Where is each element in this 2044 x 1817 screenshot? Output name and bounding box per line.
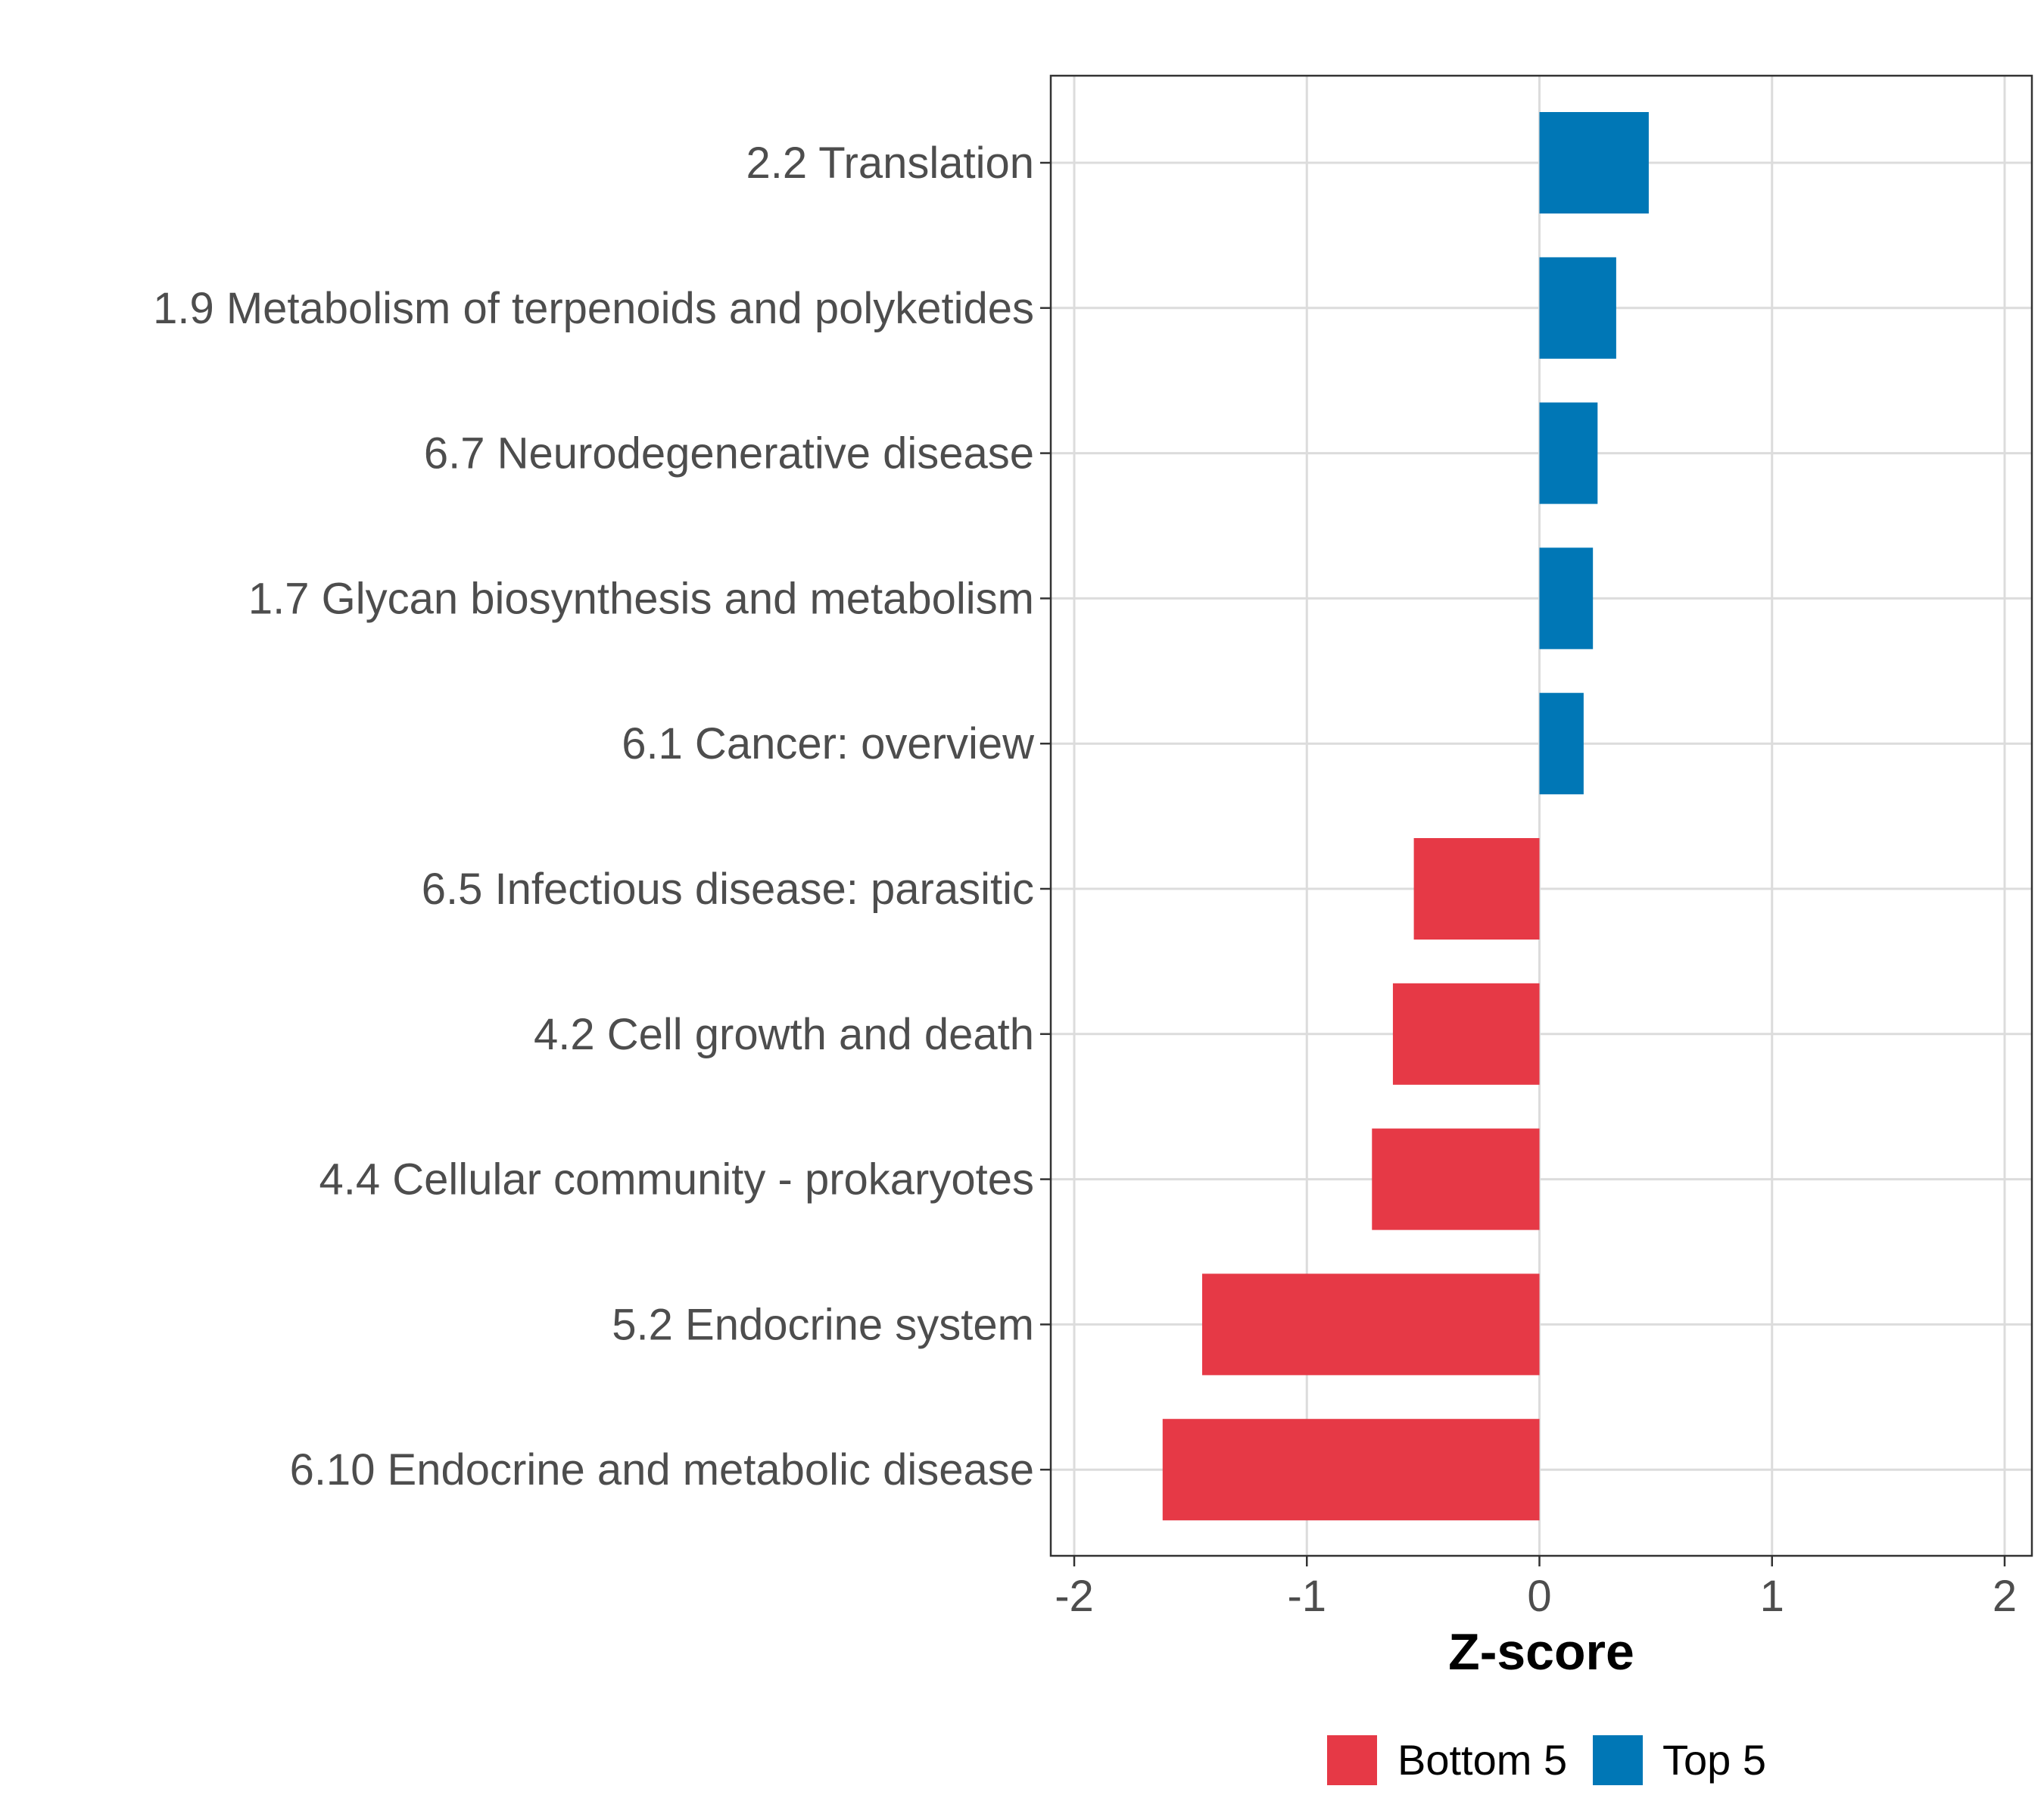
x-axis-title: Z-score (1448, 1623, 1634, 1681)
bar (1539, 257, 1616, 359)
bar (1392, 983, 1540, 1085)
bar (1162, 1419, 1540, 1521)
category-label: 2.2 Translation (746, 139, 1034, 188)
category-label: 6.10 Endocrine and metabolic disease (290, 1445, 1034, 1494)
y-axis: 2.2 Translation 1.9 Metabolism of terpeno… (153, 139, 1051, 1494)
bar (1539, 693, 1584, 795)
x-tick-label: -2 (1055, 1572, 1094, 1621)
category-label: 5.2 Endocrine system (612, 1300, 1034, 1349)
legend-key (1593, 1735, 1643, 1785)
category-label: 4.4 Cellular community - prokaryotes (319, 1155, 1034, 1205)
category-label: 1.9 Metabolism of terpenoids and polyket… (153, 284, 1034, 333)
bar (1201, 1273, 1540, 1376)
bars (1162, 112, 1649, 1521)
bar (1539, 112, 1649, 213)
bar (1539, 547, 1594, 650)
plot-border (1049, 74, 2033, 1557)
bar (1539, 402, 1598, 504)
bar (1372, 1128, 1540, 1230)
category-label: 6.1 Cancer: overview (622, 719, 1035, 768)
x-axis: -2 -1 0 1 2 (1055, 1556, 2017, 1621)
category-label: 4.2 Cell growth and death (534, 1010, 1034, 1059)
category-label: 6.5 Infectious disease: parasitic (422, 865, 1034, 914)
x-tick-label: 0 (1527, 1572, 1551, 1621)
category-label: 1.7 Glycan biosynthesis and metabolism (248, 574, 1034, 623)
category-label: 6.7 Neurodegenerative disease (424, 429, 1034, 478)
legend: Bottom 5 Top 5 (1327, 1735, 1766, 1785)
legend-key (1327, 1735, 1377, 1785)
legend-label: Top 5 (1662, 1736, 1766, 1784)
x-tick-label: 2 (1993, 1572, 2017, 1621)
legend-label: Bottom 5 (1397, 1736, 1567, 1784)
x-tick-label: 1 (1760, 1572, 1784, 1621)
bar (1413, 838, 1540, 940)
x-tick-label: -1 (1287, 1572, 1326, 1621)
